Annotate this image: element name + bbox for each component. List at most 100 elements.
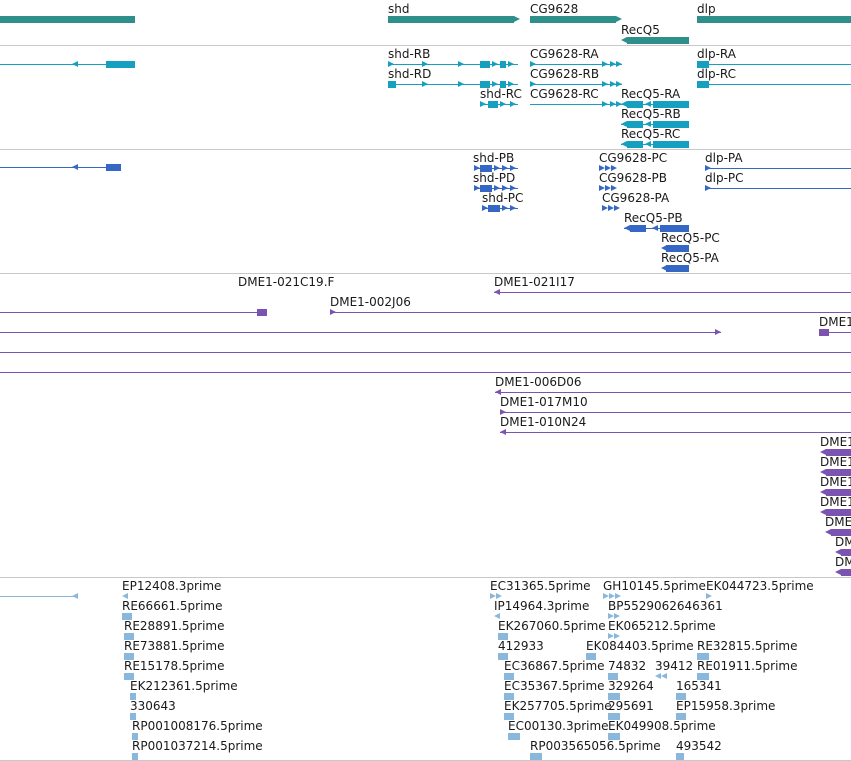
clone-feature[interactable]: [495, 389, 851, 395]
est-feature[interactable]: [608, 713, 620, 720]
clone-feature[interactable]: [825, 529, 851, 536]
protein-feature[interactable]: [705, 185, 851, 191]
clone-label: DME1: [820, 495, 851, 509]
est-feature[interactable]: [530, 753, 542, 760]
est-feature[interactable]: [608, 673, 618, 680]
protein-feature[interactable]: [661, 265, 689, 272]
gene-feature-shd[interactable]: [388, 16, 520, 23]
transcript-feature[interactable]: [621, 121, 689, 128]
est-feature[interactable]: [132, 733, 138, 740]
protein-label: CG9628-PC: [599, 151, 668, 165]
transcript-feature[interactable]: [530, 101, 622, 107]
est-feature[interactable]: [504, 693, 514, 700]
transcript-feature[interactable]: [621, 141, 689, 148]
est-feature[interactable]: [508, 733, 520, 740]
est-feature[interactable]: [132, 753, 138, 760]
clone-feature[interactable]: [820, 449, 851, 456]
est-feature[interactable]: [124, 653, 134, 660]
est-label: EK044723.5prime: [706, 579, 814, 593]
clone-feature[interactable]: [0, 372, 851, 373]
clone-feature[interactable]: [500, 429, 851, 435]
track-divider: [0, 45, 851, 46]
est-feature[interactable]: [0, 593, 78, 599]
protein-label: CG9628-PA: [602, 191, 670, 205]
clone-feature[interactable]: [330, 309, 851, 315]
transcript-feature[interactable]: [621, 101, 689, 108]
est-feature[interactable]: [122, 613, 132, 620]
clone-label: DME1: [820, 455, 851, 469]
est-feature[interactable]: [676, 693, 686, 700]
est-feature[interactable]: [608, 633, 620, 639]
est-feature[interactable]: [676, 753, 684, 760]
clone-feature[interactable]: [820, 509, 851, 516]
protein-feature[interactable]: [599, 165, 617, 171]
transcript-feature[interactable]: [697, 81, 851, 88]
clone-feature[interactable]: [0, 309, 267, 316]
est-feature[interactable]: [494, 613, 504, 619]
est-feature[interactable]: [676, 713, 686, 720]
clone-feature[interactable]: [820, 489, 851, 496]
est-feature[interactable]: [124, 633, 134, 640]
transcript-feature[interactable]: [388, 61, 518, 68]
clone-label: DME1: [819, 315, 851, 329]
transcript-feature[interactable]: [530, 61, 622, 67]
clone-feature[interactable]: [0, 329, 721, 335]
est-feature[interactable]: [124, 673, 134, 680]
est-feature[interactable]: [490, 593, 502, 599]
transcript-feature[interactable]: [480, 101, 518, 108]
clone-feature[interactable]: [0, 352, 851, 353]
protein-feature[interactable]: [0, 164, 121, 171]
protein-feature[interactable]: [602, 205, 620, 211]
est-label: 493542: [676, 739, 722, 753]
transcript-feature[interactable]: [697, 61, 851, 68]
est-feature[interactable]: [130, 713, 136, 720]
est-feature[interactable]: [504, 673, 514, 680]
est-feature[interactable]: [608, 613, 620, 619]
est-feature[interactable]: [608, 693, 620, 700]
est-feature[interactable]: [697, 673, 709, 680]
transcript-label: CG9628-RC: [530, 87, 599, 101]
est-feature[interactable]: [498, 633, 508, 640]
est-feature[interactable]: [655, 673, 667, 679]
protein-label: dlp-PC: [705, 171, 744, 185]
clone-feature[interactable]: [819, 329, 851, 336]
est-feature[interactable]: [122, 593, 130, 599]
est-feature[interactable]: [498, 653, 508, 660]
protein-feature[interactable]: [474, 165, 518, 172]
est-feature[interactable]: [697, 653, 709, 660]
gene-feature-dlp[interactable]: [697, 16, 851, 23]
transcript-feature[interactable]: [530, 81, 622, 87]
gene-label-dlp: dlp: [697, 2, 716, 16]
protein-feature[interactable]: [661, 245, 689, 252]
protein-feature[interactable]: [482, 205, 518, 212]
protein-feature[interactable]: [599, 185, 617, 191]
transcript-feature[interactable]: [0, 61, 135, 68]
est-feature[interactable]: [608, 733, 620, 740]
gene-feature-cg9628[interactable]: [530, 16, 622, 23]
est-label: RE73881.5prime: [124, 639, 225, 653]
protein-feature[interactable]: [705, 165, 851, 171]
est-label: EK257705.5prime: [504, 699, 612, 713]
clone-label: DME1-010N24: [500, 415, 587, 429]
transcript-feature[interactable]: [388, 81, 518, 88]
transcript-label: shd-RC: [480, 87, 522, 101]
clone-feature[interactable]: [500, 409, 851, 415]
est-feature[interactable]: [603, 593, 621, 599]
clone-feature[interactable]: [494, 289, 851, 295]
est-feature[interactable]: [504, 713, 514, 720]
gene-feature[interactable]: [0, 16, 135, 23]
est-label: GH10145.5prime: [603, 579, 706, 593]
track-divider: [0, 273, 851, 274]
est-feature[interactable]: [130, 693, 136, 700]
track-divider: [0, 577, 851, 578]
clone-feature[interactable]: [835, 569, 851, 576]
clone-feature[interactable]: [835, 549, 851, 556]
gene-feature-recq5[interactable]: [621, 37, 689, 44]
transcript-label: RecQ5-RC: [621, 127, 681, 141]
clone-feature[interactable]: [820, 469, 851, 476]
est-feature[interactable]: [706, 593, 714, 599]
protein-label: dlp-PA: [705, 151, 743, 165]
protein-feature[interactable]: [624, 225, 689, 232]
protein-feature[interactable]: [474, 185, 518, 192]
est-feature[interactable]: [586, 653, 596, 660]
